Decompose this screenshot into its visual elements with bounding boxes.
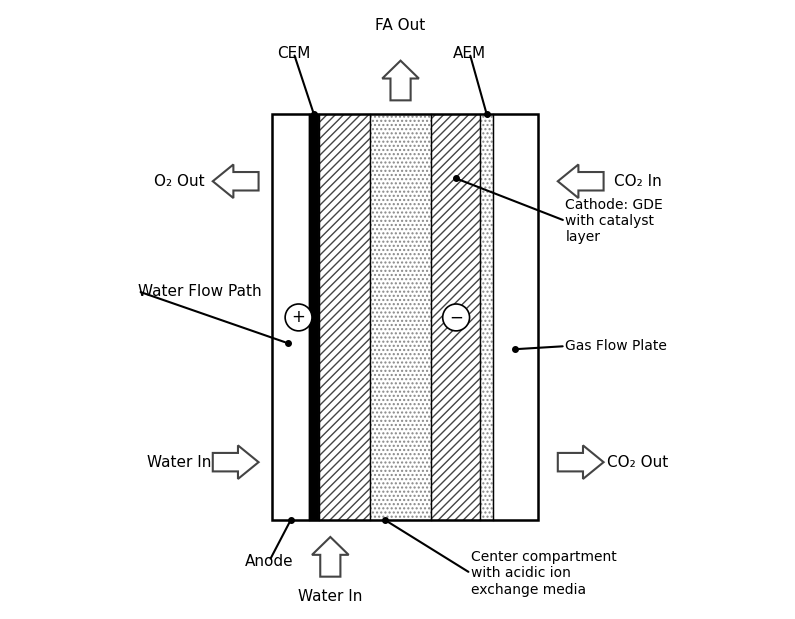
Text: CO₂ In: CO₂ In: [614, 174, 661, 189]
Polygon shape: [213, 446, 258, 479]
Text: Water Flow Path: Water Flow Path: [138, 284, 262, 299]
Bar: [273, 114, 538, 520]
Bar: [370, 114, 431, 520]
Text: O₂ Out: O₂ Out: [153, 174, 204, 189]
Text: Gas Flow Plate: Gas Flow Plate: [565, 339, 667, 353]
Text: +: +: [292, 308, 305, 326]
Bar: [273, 114, 309, 520]
Circle shape: [285, 304, 312, 331]
Text: Anode: Anode: [245, 553, 293, 569]
Polygon shape: [312, 537, 349, 577]
Text: −: −: [449, 308, 463, 326]
Bar: [320, 114, 370, 520]
Polygon shape: [382, 61, 419, 100]
Bar: [309, 114, 320, 520]
Text: CO₂ Out: CO₂ Out: [607, 455, 668, 470]
Polygon shape: [558, 446, 603, 479]
Text: AEM: AEM: [453, 46, 486, 61]
Bar: [431, 114, 480, 520]
Text: CEM: CEM: [277, 46, 310, 61]
Text: Cathode: GDE
with catalyst
layer: Cathode: GDE with catalyst layer: [565, 197, 663, 244]
Bar: [480, 114, 494, 520]
Circle shape: [443, 304, 470, 331]
Polygon shape: [558, 165, 603, 198]
Polygon shape: [213, 165, 258, 198]
Text: Center compartment
with acidic ion
exchange media: Center compartment with acidic ion excha…: [471, 550, 617, 597]
Bar: [494, 114, 538, 520]
Text: Water In: Water In: [298, 589, 363, 604]
Text: FA Out: FA Out: [375, 18, 425, 33]
Text: Water In: Water In: [147, 455, 211, 470]
